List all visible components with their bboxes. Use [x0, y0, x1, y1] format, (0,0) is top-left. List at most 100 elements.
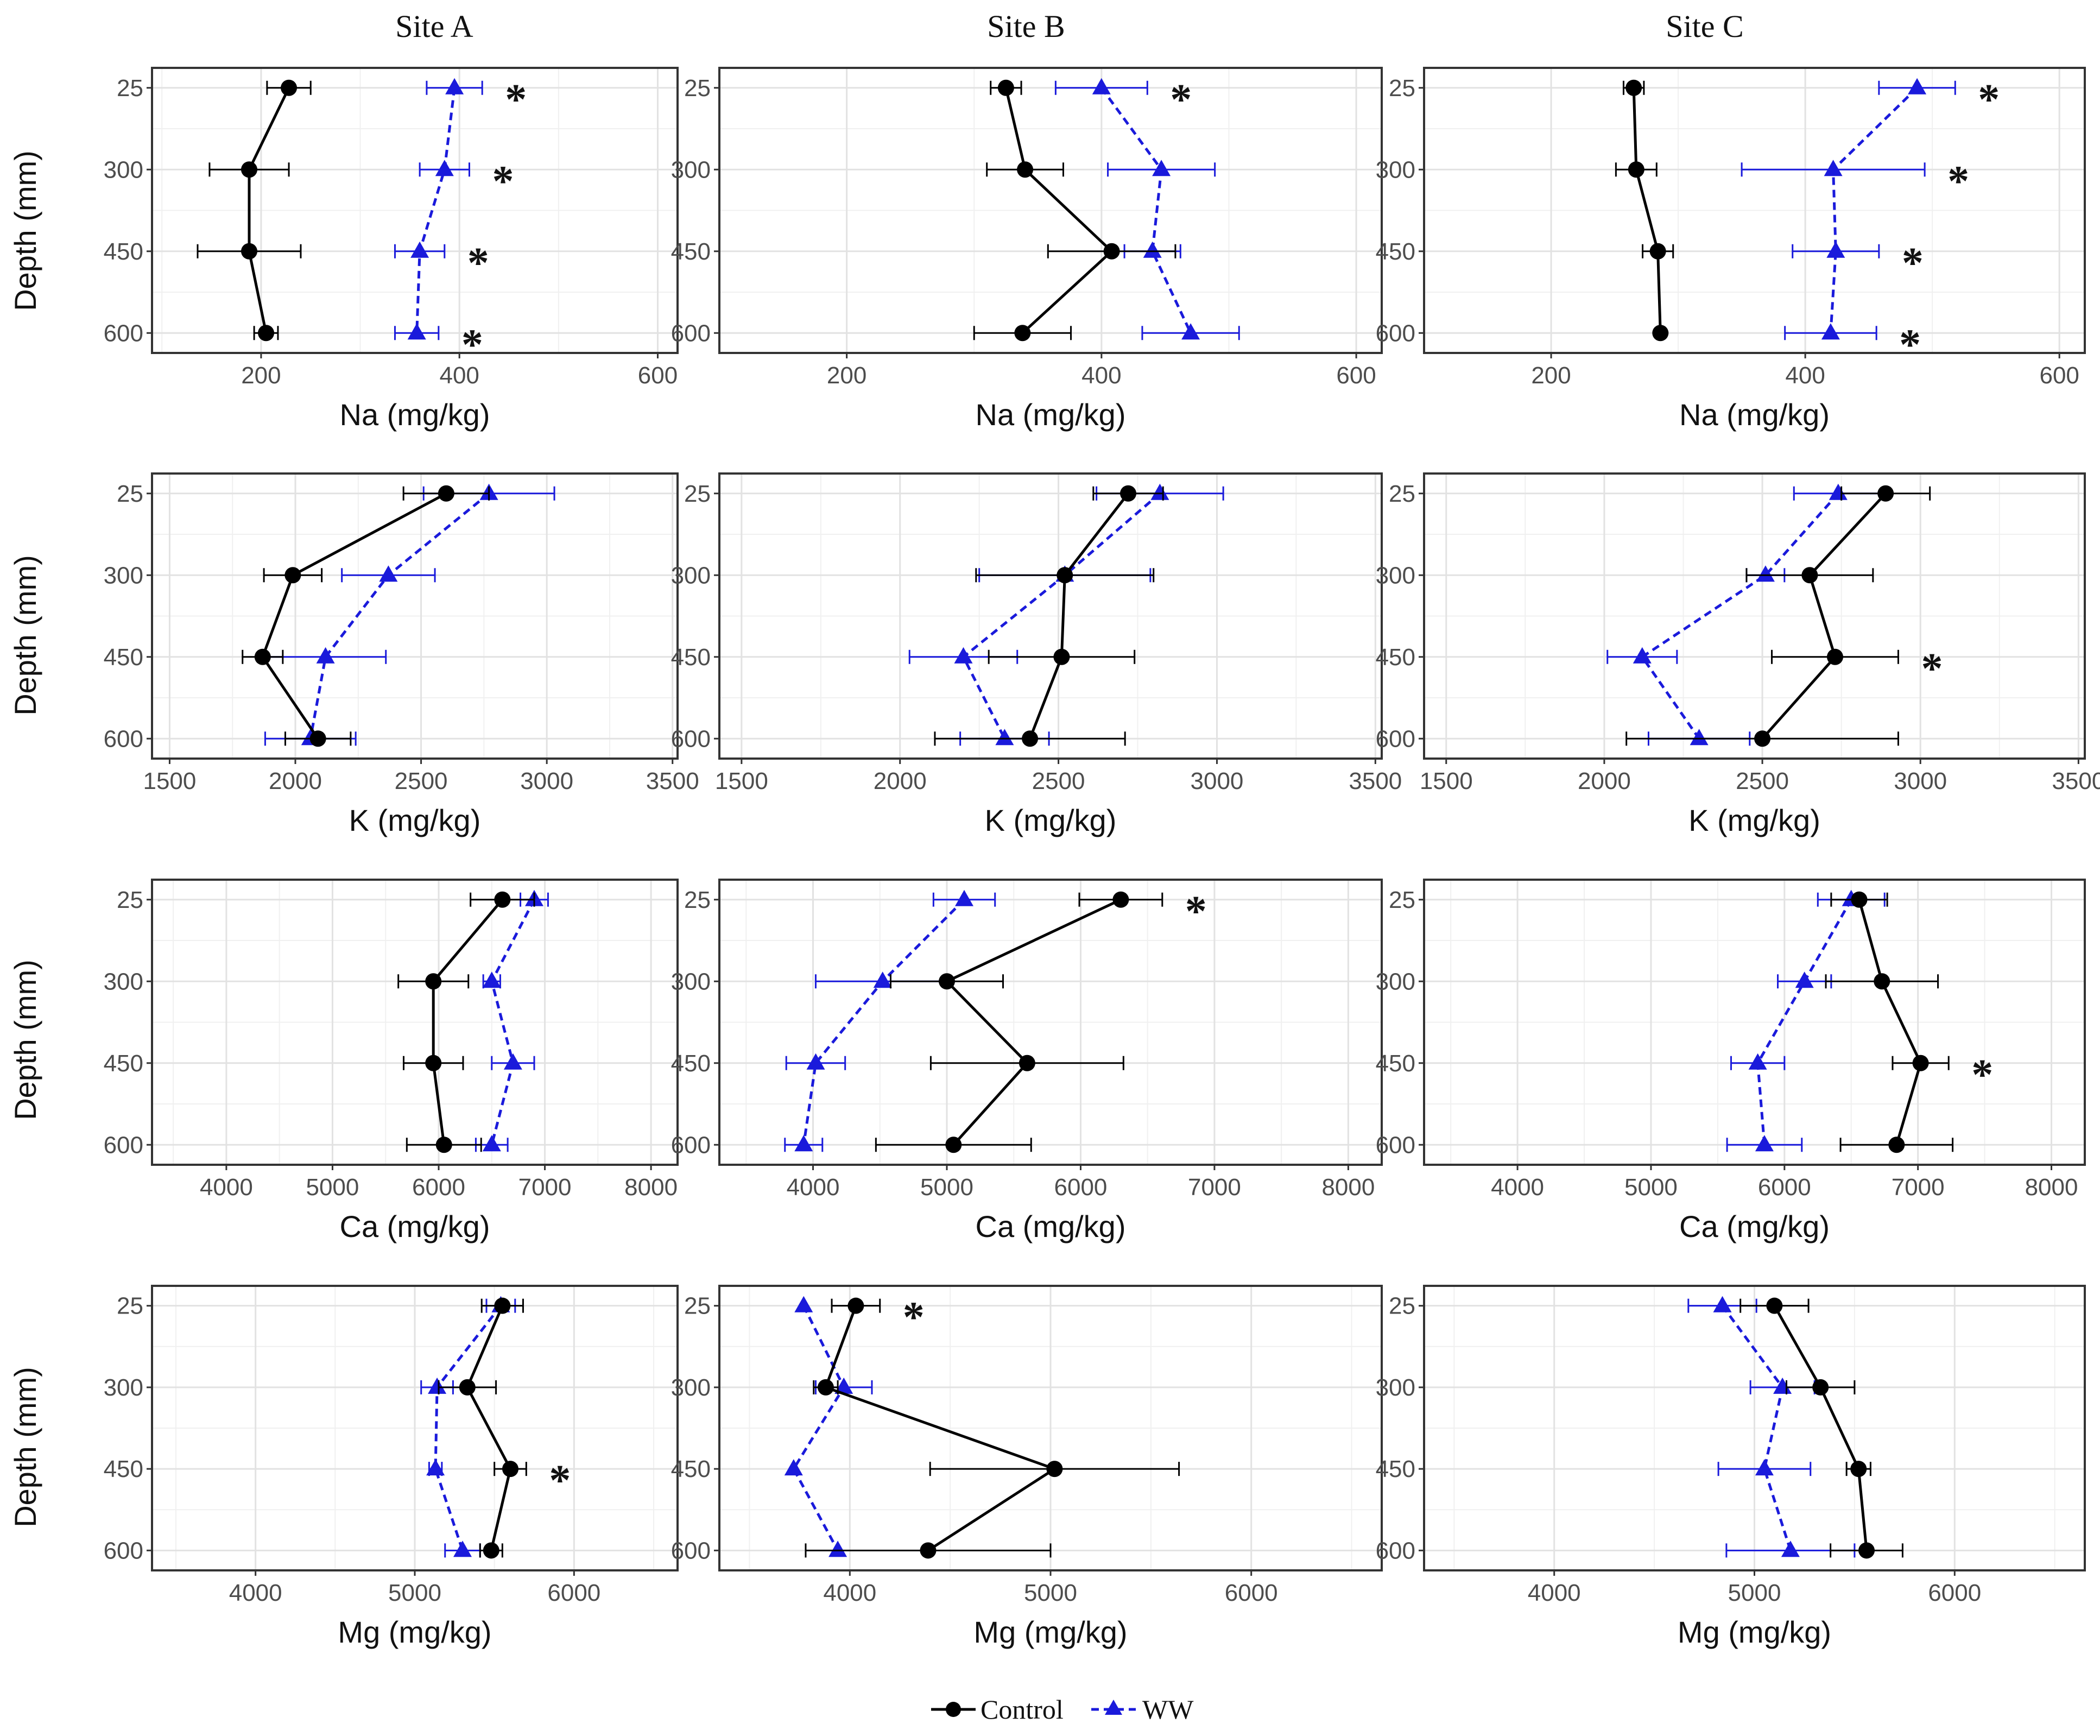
series-control: [1740, 1297, 1903, 1559]
data-point-control-300: [284, 567, 301, 584]
panel-border: [151, 1285, 679, 1571]
x-axis-label: Na (mg/kg): [1679, 397, 1830, 432]
y-tick-label-300: 300: [104, 156, 143, 183]
data-point-ww-600: [995, 729, 1014, 746]
data-point-control-600: [309, 730, 326, 747]
significance-asterisk-25: *: [1978, 76, 2000, 124]
significance-asterisk-600: *: [1899, 321, 1921, 369]
x-tick-label-5000: 5000: [920, 1174, 973, 1201]
panel-4-1-mg-mg-kg-site-a: 4000 5000 6000 25 300 450 600 * Mg (mg/kg): [104, 1285, 679, 1649]
x-tick-label-1500: 1500: [1420, 768, 1473, 794]
x-axis-label: Ca (mg/kg): [976, 1209, 1126, 1243]
x-tick-label-5000: 5000: [306, 1174, 359, 1201]
y-tick-label-600: 600: [104, 320, 143, 346]
y-tick-label-25: 25: [684, 75, 711, 102]
x-tick-label-7000: 7000: [1188, 1174, 1241, 1201]
data-point-ww-25: [1092, 78, 1111, 94]
y-tick-label-450: 450: [671, 644, 711, 671]
data-point-control-600: [435, 1137, 452, 1153]
series-control: [875, 891, 1163, 1153]
data-point-control-450: [1649, 243, 1666, 260]
y-tick-label-25: 25: [684, 1293, 711, 1320]
x-tick-label-6000: 6000: [1225, 1580, 1278, 1606]
series-ww: [1741, 78, 1956, 340]
y-tick-label-600: 600: [104, 1537, 143, 1564]
series-line-ww: [962, 492, 1161, 740]
data-point-ww-600: [1781, 1541, 1800, 1557]
x-tick-label-600: 600: [1336, 362, 1376, 389]
x-tick-label-4000: 4000: [200, 1174, 253, 1201]
data-point-ww-300: [873, 971, 892, 988]
series-line-ww: [802, 899, 965, 1145]
data-point-control-25: [1120, 485, 1137, 502]
data-point-ww-600: [828, 1541, 847, 1557]
panel-border: [718, 1285, 1383, 1571]
series-line-control: [466, 1305, 512, 1551]
data-point-ww-600: [1181, 323, 1200, 340]
data-point-ww-450: [954, 647, 973, 664]
data-point-ww-25: [445, 78, 464, 94]
y-axis-label-row-4: Depth (mm): [8, 1367, 42, 1527]
data-point-ww-300: [1152, 160, 1171, 176]
data-point-ww-300: [428, 1377, 447, 1394]
data-point-control-300: [1057, 567, 1073, 584]
panel-1-2-na-mg-kg-site-b: 200 400 600 25 300 450 600 * Na (mg/kg): [671, 67, 1383, 432]
y-tick-label-450: 450: [671, 1050, 711, 1077]
data-point-control-300: [1874, 973, 1890, 990]
data-point-control-450: [1826, 648, 1843, 665]
series-line-ww: [434, 1305, 502, 1551]
data-point-control-450: [1103, 243, 1120, 260]
data-point-control-25: [1851, 891, 1868, 908]
data-point-ww-450: [426, 1459, 445, 1476]
series-control: [934, 485, 1164, 747]
data-point-control-600: [1754, 730, 1771, 747]
x-tick-label-4000: 4000: [787, 1174, 840, 1201]
y-tick-label-300: 300: [1376, 156, 1415, 183]
y-tick-label-450: 450: [104, 238, 143, 265]
x-tick-label-1500: 1500: [715, 768, 768, 794]
data-point-ww-450: [1826, 241, 1845, 258]
data-point-control-25: [1766, 1297, 1783, 1314]
significance-asterisk-300: *: [1947, 157, 1969, 205]
data-point-control-300: [1017, 161, 1034, 178]
significance-asterisk-25: *: [1170, 76, 1192, 124]
x-axis-label: Na (mg/kg): [976, 397, 1126, 432]
significance-asterisk-450: *: [1902, 239, 1924, 287]
y-axis-label-row-1: Depth (mm): [8, 150, 42, 311]
x-tick-label-4000: 4000: [1491, 1174, 1544, 1201]
x-axis-label: K (mg/kg): [349, 803, 481, 837]
x-tick-label-6000: 6000: [412, 1174, 465, 1201]
series-line-ww: [792, 1305, 845, 1551]
significance-asterisk-450: *: [549, 1457, 571, 1505]
y-tick-label-25: 25: [1389, 887, 1415, 913]
y-tick-label-25: 25: [1389, 481, 1415, 507]
y-axis-label-row-2: Depth (mm): [8, 555, 42, 716]
x-tick-label-2500: 2500: [1736, 768, 1789, 794]
data-point-ww-600: [794, 1135, 813, 1152]
data-point-control-25: [494, 891, 511, 908]
data-point-ww-450: [806, 1053, 825, 1070]
panel-border: [718, 67, 1383, 354]
data-point-control-450: [1019, 1055, 1035, 1071]
x-tick-label-400: 400: [1785, 362, 1825, 389]
panel-4-2-mg-mg-kg-site-b: 4000 5000 6000 25 300 450 600 * Mg (mg/kg): [671, 1285, 1383, 1649]
data-point-control-300: [425, 973, 442, 990]
data-point-control-600: [1858, 1542, 1875, 1559]
significance-asterisk-300: *: [492, 157, 514, 205]
y-tick-label-600: 600: [104, 725, 143, 752]
data-point-control-300: [241, 161, 257, 178]
x-tick-label-3500: 3500: [646, 768, 699, 794]
data-point-control-300: [938, 973, 955, 990]
data-point-ww-300: [1756, 565, 1775, 582]
y-tick-label-300: 300: [104, 968, 143, 995]
y-tick-label-300: 300: [671, 1374, 711, 1401]
y-tick-label-600: 600: [1376, 320, 1415, 346]
series-line-control: [1761, 493, 1887, 740]
data-point-ww-450: [316, 647, 335, 664]
panel-2-3-k-mg-kg-site-c: 1500 2000 2500 3000 3500 25 300 450 600 * K (mg/kg…: [1376, 472, 2100, 837]
data-point-ww-600: [453, 1541, 472, 1557]
series-control: [1625, 485, 1931, 747]
x-tick-label-6000: 6000: [1758, 1174, 1811, 1201]
